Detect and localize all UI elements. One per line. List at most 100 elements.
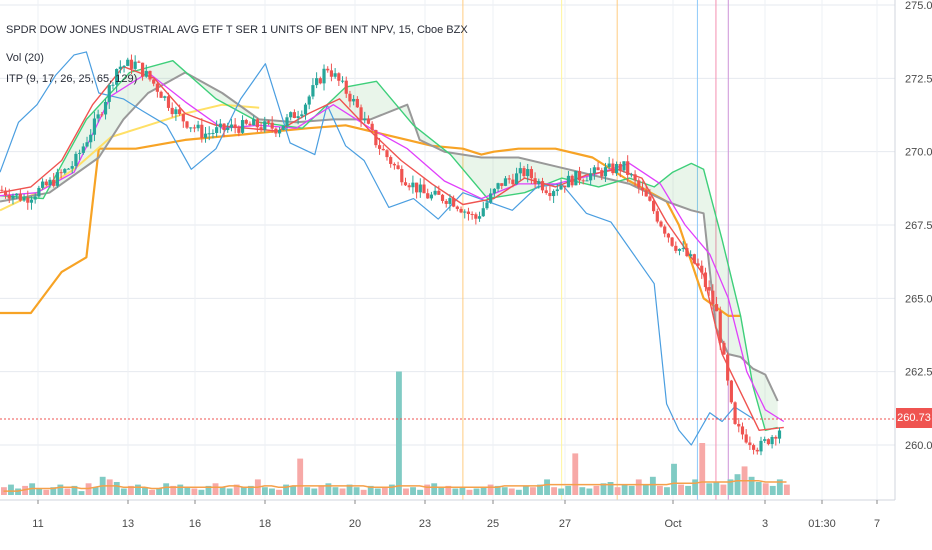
volume-bar <box>410 487 416 495</box>
volume-bar <box>635 479 642 495</box>
volume-legend[interactable]: Vol (20) <box>6 52 44 64</box>
candle-body <box>533 178 537 185</box>
candle-body <box>507 178 511 180</box>
candles <box>0 54 782 456</box>
volume-bar <box>551 487 558 495</box>
volume-bar <box>388 484 395 495</box>
candle-body <box>474 214 478 219</box>
volume-bar <box>762 483 769 495</box>
candle-body <box>418 184 422 193</box>
x-tick-label: 18 <box>259 518 271 530</box>
volume-bar <box>713 482 720 495</box>
volume-bar <box>706 483 713 495</box>
candle-body <box>685 248 689 257</box>
candle-body <box>59 172 63 174</box>
candle-body <box>277 129 282 134</box>
candle-body <box>363 118 367 121</box>
candle-body <box>703 272 708 288</box>
candle-body <box>159 91 163 98</box>
candle-body <box>11 195 15 199</box>
candle-body <box>166 96 171 108</box>
candle-body <box>200 124 204 138</box>
candle-body <box>396 165 400 169</box>
candle-body <box>529 169 533 179</box>
y-tick-label: 262.50 <box>905 367 932 379</box>
ichimoku-cloud <box>0 60 778 431</box>
candle-body <box>722 342 726 355</box>
gray-indicator-line <box>0 71 779 402</box>
candle-body <box>729 380 733 403</box>
candle-body <box>385 150 389 158</box>
x-tick-label: 01:30 <box>808 518 836 530</box>
volume-bar <box>720 484 727 495</box>
volume-bar <box>156 488 163 495</box>
candle-body <box>652 200 656 212</box>
volume-bar <box>92 487 99 495</box>
candle-body <box>40 181 45 188</box>
x-tick-label: Oct <box>664 518 681 530</box>
y-tick-label: 270.00 <box>905 147 932 159</box>
candle-body <box>37 187 41 197</box>
candle-body <box>303 104 308 115</box>
volume-bar <box>283 484 289 495</box>
candle-body <box>381 148 385 151</box>
y-tick-label: 260.00 <box>905 440 932 452</box>
candle-body <box>22 197 26 201</box>
candle-body <box>89 134 93 143</box>
volume-bar <box>656 485 663 495</box>
volume-bar <box>544 479 550 495</box>
volume-bar <box>628 485 635 495</box>
candle-body <box>315 78 319 86</box>
volume-bar <box>381 487 388 495</box>
volume-bar <box>501 487 508 495</box>
time-axis[interactable]: 11 13 16 18 20 23 25 27 Oct 3 01:30 7 <box>32 500 880 530</box>
volume-bar <box>113 482 120 495</box>
candle-body <box>196 124 200 129</box>
candle-body <box>500 183 504 186</box>
volume-bar <box>431 483 438 495</box>
indicator-lines <box>0 51 785 446</box>
volume-bar <box>466 489 473 495</box>
volume-bar <box>642 484 649 495</box>
volume-bar <box>353 487 360 495</box>
candle-body <box>359 107 363 121</box>
candle-body <box>377 145 382 149</box>
candle-body <box>433 190 437 195</box>
candle-body <box>589 173 593 181</box>
volume-bar <box>522 485 529 495</box>
candle-body <box>74 153 78 167</box>
volume-bar <box>755 482 762 495</box>
candle-body <box>352 98 356 102</box>
candle-body <box>222 123 226 131</box>
candle-body <box>407 185 411 188</box>
candle-body <box>681 248 685 250</box>
candle-body <box>455 206 459 209</box>
volume-bar <box>530 487 536 495</box>
volume-ma-line <box>3 479 787 492</box>
volume-bar <box>593 485 600 495</box>
ichimoku-clouds <box>0 60 778 431</box>
candle-body <box>259 127 263 130</box>
volume-bar <box>396 371 402 495</box>
y-tick-label: 265.00 <box>905 293 932 305</box>
candle-body <box>603 167 608 177</box>
volume-bar <box>565 485 572 495</box>
volume-bar <box>71 485 78 495</box>
volume-bar <box>480 487 487 495</box>
candle-body <box>178 109 182 115</box>
volume-bar <box>367 485 374 495</box>
candle-body <box>655 211 659 222</box>
price-axis[interactable]: 275.00 272.50 270.00 267.50 265.00 262.50 260.… <box>905 0 932 452</box>
candle-body <box>570 175 574 186</box>
candle-body <box>48 179 52 186</box>
candle-body <box>148 70 152 80</box>
volume-bar <box>537 484 543 495</box>
volume-bar <box>685 485 692 495</box>
candle-body <box>55 172 59 186</box>
itp-legend[interactable]: ITP (9, 17, 26, 25, 65, 129) <box>6 73 138 85</box>
candle-body <box>518 168 522 174</box>
blue-indicator-line <box>0 51 754 446</box>
candle-body <box>7 195 11 199</box>
candle-body <box>581 180 585 182</box>
